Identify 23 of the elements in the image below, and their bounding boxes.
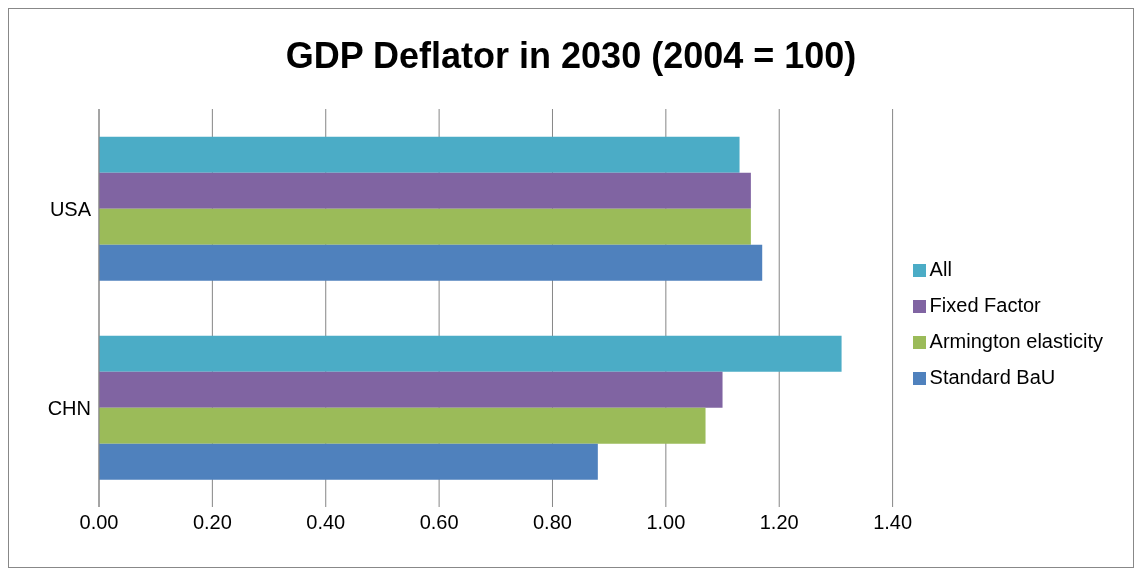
bar <box>99 407 706 444</box>
x-tick-label: 0.00 <box>79 511 119 534</box>
legend-label: Standard BaU <box>929 366 1056 388</box>
x-tick-label: 0.40 <box>306 511 346 534</box>
legend-label: All <box>929 258 952 280</box>
y-tick-label: USA <box>49 197 92 220</box>
bar <box>99 244 763 281</box>
bar <box>99 136 740 173</box>
bar <box>99 208 751 245</box>
legend-label: Fixed Factor <box>929 294 1041 316</box>
x-tick-label: 1.40 <box>873 511 913 534</box>
x-tick-label: 0.20 <box>192 511 232 534</box>
bar <box>99 335 842 372</box>
bar <box>99 443 598 480</box>
x-tick-label: 1.00 <box>646 511 686 534</box>
legend-label: Armington elasticity <box>929 330 1103 352</box>
chart-title: GDP Deflator in 2030 (2004 = 100) <box>284 34 858 78</box>
x-tick-label: 0.80 <box>533 511 572 534</box>
bar <box>99 371 723 408</box>
y-tick-label: CHN <box>47 396 91 419</box>
x-tick-label: 0.60 <box>419 511 459 534</box>
bar <box>99 172 751 209</box>
x-tick-label: 1.20 <box>759 511 799 534</box>
